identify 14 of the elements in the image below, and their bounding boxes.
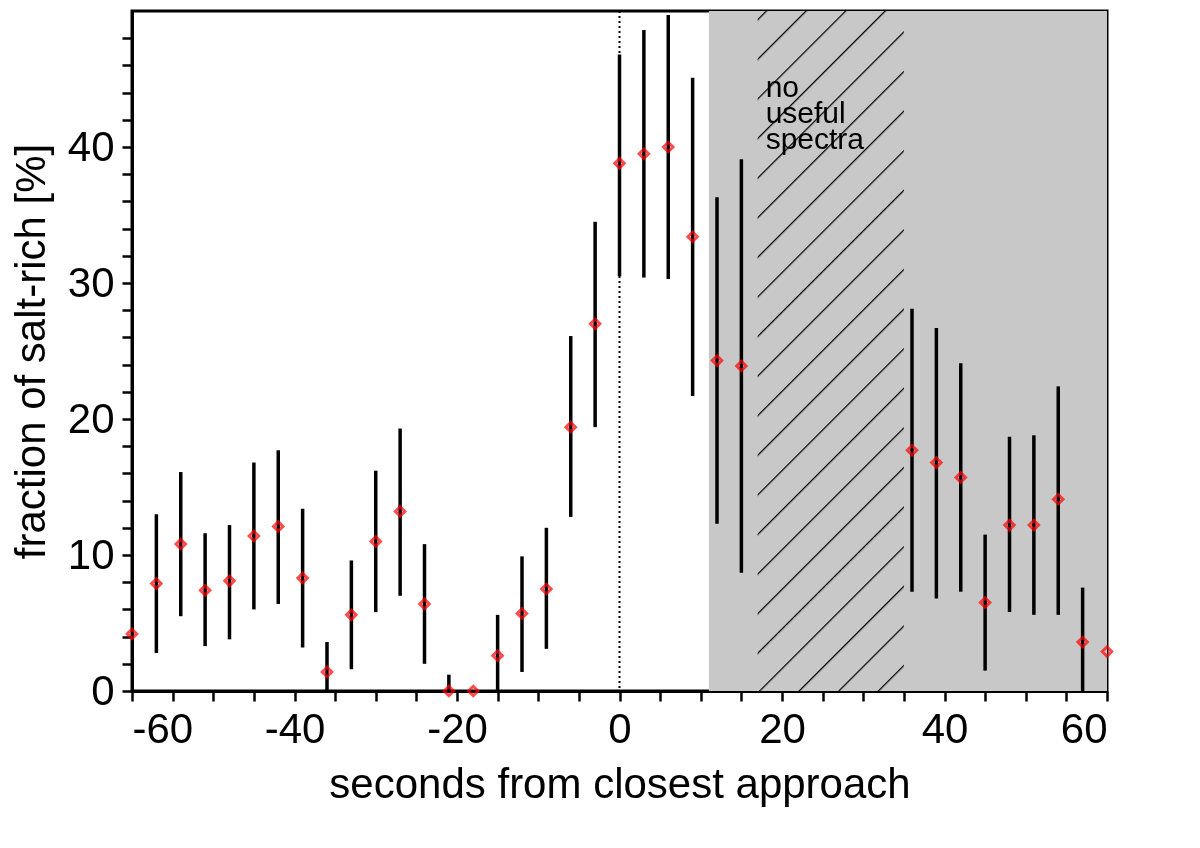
x-axis-title: seconds from closest approach <box>329 759 911 807</box>
x-tick-label: -20 <box>427 704 488 752</box>
x-tick-label: 20 <box>759 704 806 752</box>
x-tick-label: 60 <box>1060 704 1108 752</box>
x-tick-label: -40 <box>264 704 326 752</box>
y-tick-label: 10 <box>67 530 115 578</box>
x-tick-label: 0 <box>608 704 632 752</box>
x-tick-label: 40 <box>921 704 969 752</box>
y-tick-label: 20 <box>67 394 115 442</box>
x-tick-label: -60 <box>132 704 194 752</box>
y-tick-label: 40 <box>67 122 115 170</box>
y-tick-label: 30 <box>67 258 115 306</box>
y-tick-label: 0 <box>91 666 115 714</box>
y-axis-title: fraction of salt-rich [%] <box>6 143 54 560</box>
